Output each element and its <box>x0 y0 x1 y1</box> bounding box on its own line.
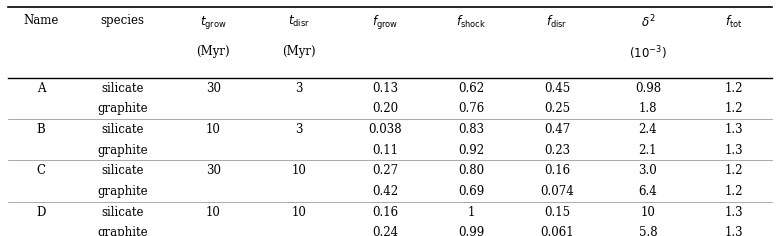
Text: graphite: graphite <box>97 226 147 236</box>
Text: 3.0: 3.0 <box>639 164 657 177</box>
Text: B: B <box>36 123 46 136</box>
Text: 1.3: 1.3 <box>725 144 743 157</box>
Text: 0.83: 0.83 <box>458 123 484 136</box>
Text: graphite: graphite <box>97 144 147 157</box>
Text: 1.3: 1.3 <box>725 226 743 236</box>
Text: 5.8: 5.8 <box>639 226 657 236</box>
Text: 10: 10 <box>640 206 656 219</box>
Text: 30: 30 <box>206 82 220 95</box>
Text: 0.27: 0.27 <box>372 164 398 177</box>
Text: D: D <box>36 206 46 219</box>
Text: $t_{\rm grow}$: $t_{\rm grow}$ <box>200 14 227 31</box>
Text: $f_{\rm disr}$: $f_{\rm disr}$ <box>546 14 568 30</box>
Text: 0.16: 0.16 <box>544 164 570 177</box>
Text: 2.1: 2.1 <box>639 144 657 157</box>
Text: Name: Name <box>23 14 59 27</box>
Text: 0.69: 0.69 <box>458 185 484 198</box>
Text: 0.47: 0.47 <box>544 123 570 136</box>
Text: silicate: silicate <box>101 123 144 136</box>
Text: silicate: silicate <box>101 164 144 177</box>
Text: 30: 30 <box>206 164 220 177</box>
Text: $\delta^2$: $\delta^2$ <box>641 14 655 31</box>
Text: 1.3: 1.3 <box>725 123 743 136</box>
Text: 0.80: 0.80 <box>458 164 484 177</box>
Text: A: A <box>37 82 46 95</box>
Text: 2.4: 2.4 <box>639 123 657 136</box>
Text: 1.2: 1.2 <box>725 82 743 95</box>
Text: 0.15: 0.15 <box>544 206 570 219</box>
Text: 0.92: 0.92 <box>458 144 484 157</box>
Text: graphite: graphite <box>97 185 147 198</box>
Text: 0.11: 0.11 <box>372 144 398 157</box>
Text: 1.8: 1.8 <box>639 102 657 115</box>
Text: $t_{\rm disr}$: $t_{\rm disr}$ <box>288 14 310 29</box>
Text: 6.4: 6.4 <box>639 185 657 198</box>
Text: 0.20: 0.20 <box>372 102 398 115</box>
Text: $f_{\rm shock}$: $f_{\rm shock}$ <box>456 14 486 30</box>
Text: $f_{\rm grow}$: $f_{\rm grow}$ <box>372 14 398 32</box>
Text: 0.62: 0.62 <box>458 82 484 95</box>
Text: 1.2: 1.2 <box>725 164 743 177</box>
Text: (Myr): (Myr) <box>282 45 316 58</box>
Text: 1.3: 1.3 <box>725 206 743 219</box>
Text: graphite: graphite <box>97 102 147 115</box>
Text: $f_{\rm tot}$: $f_{\rm tot}$ <box>726 14 743 30</box>
Text: 0.13: 0.13 <box>372 82 398 95</box>
Text: 1.2: 1.2 <box>725 102 743 115</box>
Text: C: C <box>36 164 46 177</box>
Text: 0.038: 0.038 <box>369 123 402 136</box>
Text: 10: 10 <box>292 164 307 177</box>
Text: 0.16: 0.16 <box>372 206 398 219</box>
Text: silicate: silicate <box>101 82 144 95</box>
Text: 10: 10 <box>206 123 220 136</box>
Text: silicate: silicate <box>101 206 144 219</box>
Text: 0.25: 0.25 <box>544 102 570 115</box>
Text: 0.074: 0.074 <box>540 185 574 198</box>
Text: 0.98: 0.98 <box>635 82 661 95</box>
Text: (Myr): (Myr) <box>196 45 230 58</box>
Text: 3: 3 <box>296 82 303 95</box>
Text: 3: 3 <box>296 123 303 136</box>
Text: 0.76: 0.76 <box>458 102 484 115</box>
Text: 10: 10 <box>206 206 220 219</box>
Text: species: species <box>100 14 144 27</box>
Text: 1: 1 <box>467 206 475 219</box>
Text: 0.061: 0.061 <box>540 226 574 236</box>
Text: 0.24: 0.24 <box>372 226 398 236</box>
Text: 0.42: 0.42 <box>372 185 398 198</box>
Text: 10: 10 <box>292 206 307 219</box>
Text: 0.45: 0.45 <box>544 82 570 95</box>
Text: 1.2: 1.2 <box>725 185 743 198</box>
Text: $(10^{-3})$: $(10^{-3})$ <box>629 45 667 63</box>
Text: 0.23: 0.23 <box>544 144 570 157</box>
Text: 0.99: 0.99 <box>458 226 484 236</box>
